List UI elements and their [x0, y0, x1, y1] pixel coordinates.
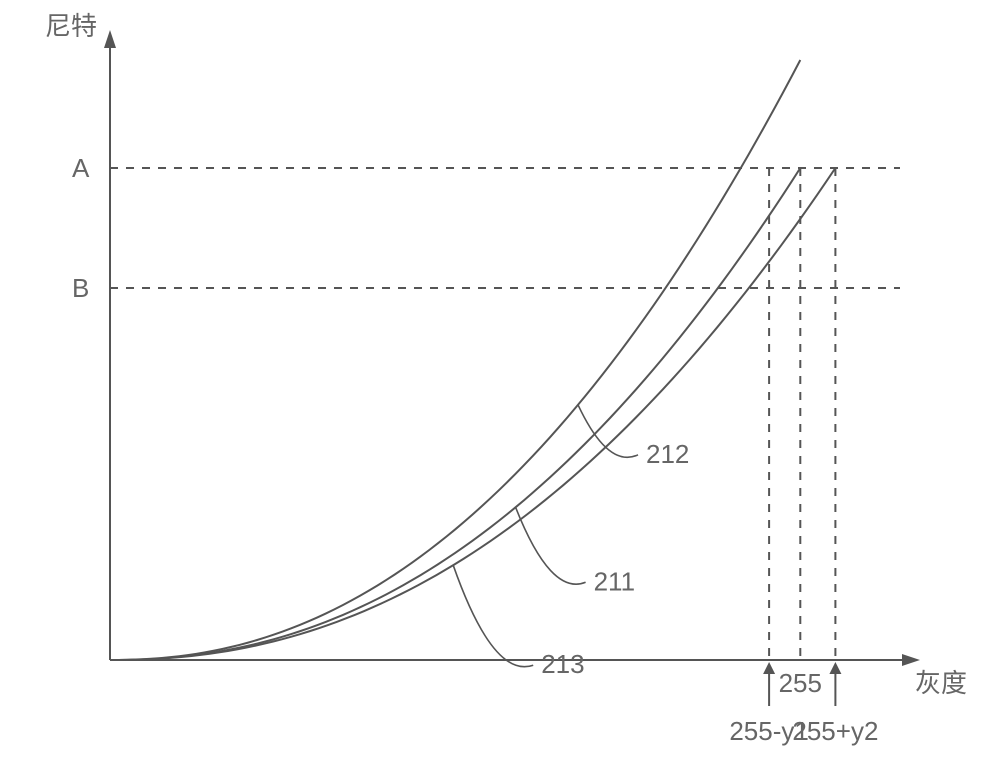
vertical-guides	[769, 168, 835, 660]
y-axis-label: 尼特	[45, 11, 97, 41]
y-tick-labels: AB	[72, 153, 90, 303]
x-tick-255: 255	[779, 668, 822, 698]
curve-213	[110, 168, 835, 660]
axes	[104, 30, 920, 666]
gamma-curves-chart: 212211213 AB 255-y1255255+y2 尼特 灰度	[0, 0, 1000, 770]
chart-container: 212211213 AB 255-y1255255+y2 尼特 灰度	[0, 0, 1000, 770]
leader-213	[453, 565, 533, 667]
curve-label-211: 211	[594, 566, 635, 596]
horizontal-guides	[110, 168, 900, 288]
curve-label-213: 213	[541, 649, 584, 679]
leader-211	[516, 507, 586, 584]
curves-group	[110, 60, 835, 660]
x-axis-label: 灰度	[915, 668, 967, 698]
curve-label-212: 212	[646, 439, 689, 469]
y-tick-B: B	[72, 273, 89, 303]
x-tick-labels: 255-y1255255+y2	[729, 662, 878, 746]
x-tick-255+y2: 255+y2	[792, 716, 878, 746]
leader-212	[578, 405, 638, 458]
y-tick-A: A	[72, 153, 90, 183]
